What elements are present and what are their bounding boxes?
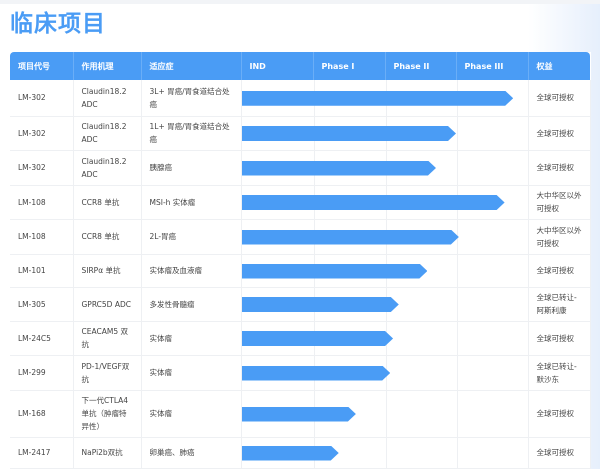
phase-divider: [456, 321, 458, 355]
progress-cell: [241, 355, 529, 391]
rights: 全球可授权: [528, 437, 591, 469]
column-header: 作用机理: [73, 52, 142, 80]
phase-divider: [456, 390, 458, 437]
rights: 全球可授权: [528, 116, 591, 151]
pipeline-table: 项目代号 作用机理 适应症 IND Phase I Phase II Phase III 权益…: [10, 52, 591, 469]
progress-bar: [242, 195, 505, 210]
column-header: Phase II: [385, 52, 457, 80]
indication: 实体瘤: [141, 355, 242, 391]
rights: 全球可授权: [528, 321, 591, 356]
progress-cell: [241, 116, 529, 151]
indication: 卵巢癌、肺癌: [141, 437, 242, 469]
table-row: LM-101 SIRPα 单抗 实体瘤及血液瘤 全球可授权: [10, 254, 591, 288]
rights: 全球可授权: [528, 390, 591, 438]
rights: 大中华区以外可授权: [528, 185, 591, 220]
phase-divider: [456, 287, 458, 321]
progress-bar: [242, 161, 436, 176]
table-row: LM-108 CCR8 单抗 MSI-h 实体瘤 大中华区以外可授权: [10, 185, 591, 220]
progress-cell: [241, 80, 529, 117]
progress-bar: [242, 366, 391, 381]
rights: 全球已转让-阿斯利康: [528, 287, 591, 322]
progress-cell: [241, 219, 529, 255]
phase-divider: [385, 437, 387, 468]
progress-bar: [242, 297, 399, 312]
project-code: LM-305: [10, 287, 74, 322]
table-row: LM-302 Claudin18.2 ADC 1L+ 胃癌/胃食道结合处癌 全球可授权: [10, 116, 591, 151]
progress-cell: [241, 185, 529, 220]
top-bar: [0, 0, 600, 4]
progress-bar: [242, 331, 394, 346]
rights: 全球可授权: [528, 254, 591, 288]
rights: 全球可授权: [528, 150, 591, 186]
table-header: 项目代号 作用机理 适应症 IND Phase I Phase II Phase III 权益: [10, 52, 590, 80]
indication: MSI-h 实体瘤: [141, 185, 242, 220]
column-header: Phase I: [313, 52, 386, 80]
indication: 实体瘤及血液瘤: [141, 254, 242, 288]
progress-cell: [241, 287, 529, 322]
indication: 实体瘤: [141, 390, 242, 438]
rights: 全球已转让-默沙东: [528, 355, 591, 391]
project-code: LM-24C5: [10, 321, 74, 356]
project-code: LM-108: [10, 185, 74, 220]
mechanism: CCR8 单抗: [73, 185, 142, 220]
project-code: LM-108: [10, 219, 74, 255]
progress-bar: [242, 407, 356, 422]
progress-bar: [242, 91, 514, 106]
mechanism: NaPi2b双抗: [73, 437, 142, 469]
indication: 2L-胃癌: [141, 219, 242, 255]
indication: 多发性骨髓瘤: [141, 287, 242, 322]
indication: 胰腺癌: [141, 150, 242, 186]
phase-divider: [385, 390, 387, 437]
mechanism: GPRC5D ADC: [73, 287, 142, 322]
progress-bar: [242, 264, 428, 279]
indication: 1L+ 胃癌/胃食道结合处癌: [141, 116, 242, 151]
page-title: 临床项目: [10, 11, 106, 37]
table-row: LM-302 Claudin18.2 ADC 胰腺癌 全球可授权: [10, 150, 591, 186]
mechanism: CEACAM5 双抗: [73, 321, 142, 356]
phase-divider: [456, 150, 458, 185]
mechanism: Claudin18.2 ADC: [73, 80, 142, 117]
progress-bar: [242, 126, 457, 141]
table-row: LM-24C5 CEACAM5 双抗 实体瘤 全球可授权: [10, 321, 591, 356]
mechanism: PD-1/VEGF双抗: [73, 355, 142, 391]
phase-divider: [456, 355, 458, 390]
mechanism: CCR8 单抗: [73, 219, 142, 255]
table-row: LM-2417 NaPi2b双抗 卵巢癌、肺癌 全球可授权: [10, 437, 591, 469]
mechanism: Claudin18.2 ADC: [73, 150, 142, 186]
mechanism: Claudin18.2 ADC: [73, 116, 142, 151]
phase-divider: [456, 116, 458, 150]
phase-divider: [456, 254, 458, 287]
project-code: LM-168: [10, 390, 74, 438]
progress-bar: [242, 446, 339, 461]
progress-cell: [241, 390, 529, 438]
phase-divider: [456, 437, 458, 468]
indication: 实体瘤: [141, 321, 242, 356]
column-header: 权益: [536, 61, 553, 71]
project-code: LM-2417: [10, 437, 74, 469]
rights: 全球可授权: [528, 80, 591, 117]
column-header: IND: [241, 52, 314, 80]
mechanism: 下一代CTLA4单抗（肿瘤特异性）: [73, 390, 142, 438]
column-header: Phase III: [456, 52, 529, 80]
progress-cell: [241, 437, 529, 469]
project-code: LM-299: [10, 355, 74, 391]
progress-cell: [241, 321, 529, 356]
table-row: LM-168 下一代CTLA4单抗（肿瘤特异性） 实体瘤 全球可授权: [10, 390, 591, 438]
project-code: LM-302: [10, 80, 74, 117]
table-row: LM-299 PD-1/VEGF双抗 实体瘤 全球已转让-默沙东: [10, 355, 591, 391]
column-header: 适应症: [141, 52, 242, 80]
column-header: 项目代号: [10, 52, 74, 80]
progress-bar: [242, 230, 459, 245]
table-row: LM-302 Claudin18.2 ADC 3L+ 胃癌/胃食道结合处癌 全球可授权: [10, 80, 591, 117]
project-code: LM-101: [10, 254, 74, 288]
table-row: LM-305 GPRC5D ADC 多发性骨髓瘤 全球已转让-阿斯利康: [10, 287, 591, 322]
mechanism: SIRPα 单抗: [73, 254, 142, 288]
rights: 大中华区以外可授权: [528, 219, 591, 255]
project-code: LM-302: [10, 116, 74, 151]
project-code: LM-302: [10, 150, 74, 186]
table-row: LM-108 CCR8 单抗 2L-胃癌 大中华区以外可授权: [10, 219, 591, 255]
indication: 3L+ 胃癌/胃食道结合处癌: [141, 80, 242, 117]
progress-cell: [241, 150, 529, 186]
progress-cell: [241, 254, 529, 288]
